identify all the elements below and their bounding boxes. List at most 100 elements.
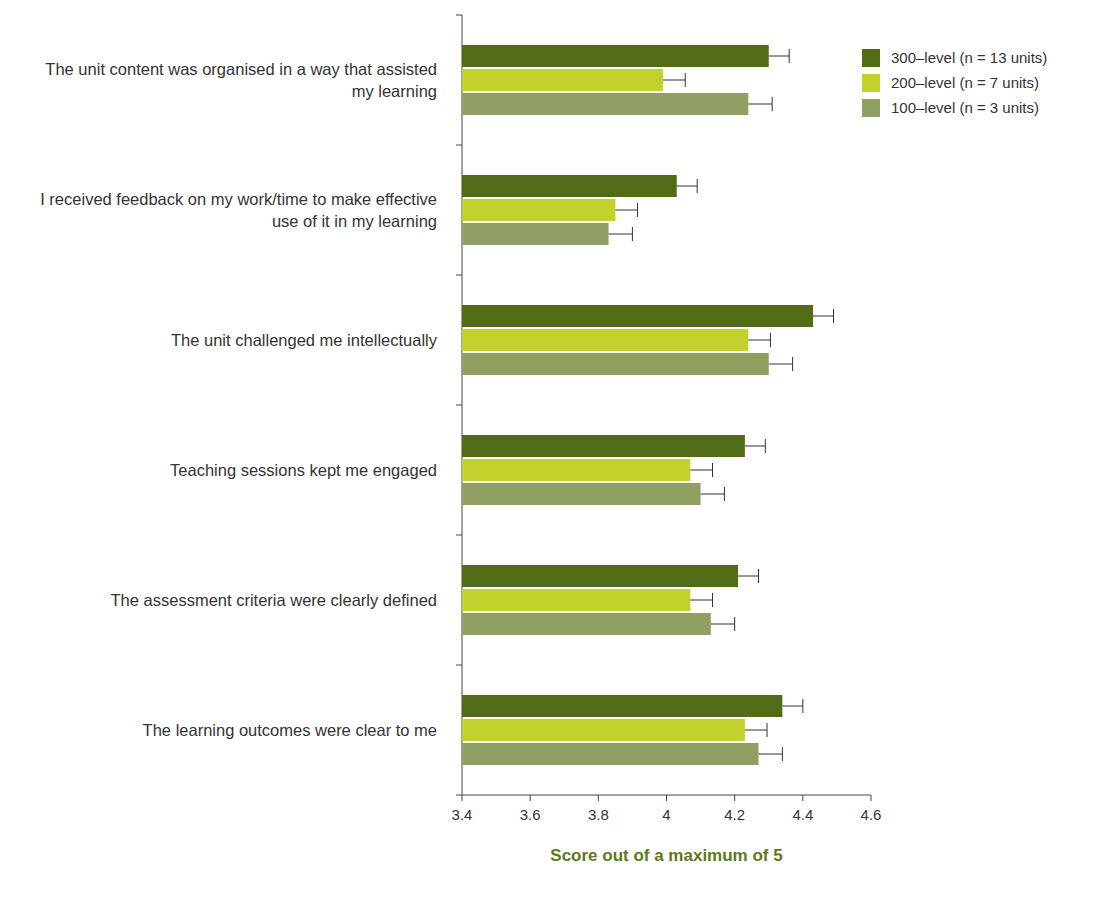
category-label-line: The learning outcomes were clear to me: [143, 721, 437, 739]
error-cap: [770, 333, 771, 347]
error-bar: [701, 487, 725, 501]
error-cap: [637, 203, 638, 217]
error-cap: [724, 487, 725, 501]
error-cap: [772, 97, 773, 111]
x-tick: [802, 795, 803, 801]
bar: [462, 613, 711, 635]
chart: 3.4 3.6 3.8 4 4.2 4.4 4.6 Score out of a maximu…: [0, 0, 1116, 900]
x-tick-label: 3.6: [520, 806, 541, 823]
error-bar: [711, 617, 735, 631]
category-label: I received feedback on my work/time to m…: [40, 190, 437, 230]
error-line: [609, 234, 633, 235]
bar: [462, 45, 769, 67]
error-cap: [833, 309, 834, 323]
error-line: [745, 730, 767, 731]
legend-label: 300–level (n = 13 units): [891, 49, 1047, 66]
bar: [462, 93, 748, 115]
bar: [462, 719, 745, 741]
error-bar: [748, 333, 770, 347]
x-tick-label: 4.2: [724, 806, 745, 823]
error-line: [615, 210, 637, 211]
bar: [462, 353, 769, 375]
bar: [462, 695, 782, 717]
bar: [462, 565, 738, 587]
x-tick: [871, 795, 872, 801]
error-line: [769, 56, 789, 57]
category-separator: [456, 405, 462, 406]
error-bar: [813, 309, 833, 323]
error-line: [677, 186, 697, 187]
category-label-line: The unit content was organised in a way …: [45, 60, 437, 78]
error-bar: [769, 357, 793, 371]
error-cap: [782, 747, 783, 761]
error-bar: [677, 179, 697, 193]
bar: [462, 329, 748, 351]
error-cap: [632, 227, 633, 241]
category-separator: [456, 665, 462, 666]
x-tick-label: 3.4: [452, 806, 473, 823]
x-tick: [666, 795, 667, 801]
bar: [462, 69, 663, 91]
category-separator: [456, 145, 462, 146]
legend-label: 200–level (n = 7 units): [891, 74, 1039, 91]
category-separator: [456, 15, 462, 16]
x-tick-label: 4.4: [792, 806, 813, 823]
category-label: The unit challenged me intellectually: [171, 331, 438, 349]
bar: [462, 305, 813, 327]
bar: [462, 199, 615, 221]
error-line: [690, 470, 712, 471]
category-label: The unit content was organised in a way …: [45, 60, 437, 100]
x-tick: [462, 795, 463, 801]
error-line: [769, 364, 793, 365]
category-label-line: The unit challenged me intellectually: [171, 331, 438, 349]
error-line: [748, 340, 770, 341]
x-tick-label: 4: [662, 806, 670, 823]
category-label-line: use of it in my learning: [272, 212, 437, 230]
error-cap: [767, 723, 768, 737]
error-cap: [685, 73, 686, 87]
error-line: [759, 754, 783, 755]
error-bar: [615, 203, 637, 217]
category-label-line: Teaching sessions kept me engaged: [170, 461, 437, 479]
legend-swatch: [862, 74, 880, 92]
category-label-line: I received feedback on my work/time to m…: [40, 190, 437, 208]
category-separator: [456, 795, 462, 796]
error-bar: [690, 463, 712, 477]
error-cap: [802, 699, 803, 713]
bar: [462, 175, 677, 197]
x-tick-label: 3.8: [588, 806, 609, 823]
bar: [462, 223, 609, 245]
x-tick: [530, 795, 531, 801]
x-tick: [598, 795, 599, 801]
error-bar: [745, 723, 767, 737]
error-bar: [748, 97, 772, 111]
error-bar: [769, 49, 789, 63]
error-cap: [697, 179, 698, 193]
bar: [462, 483, 701, 505]
category-label: Teaching sessions kept me engaged: [170, 461, 437, 479]
legend-label: 100–level (n = 3 units): [891, 99, 1039, 116]
error-line: [711, 624, 735, 625]
bars: [462, 45, 834, 765]
x-axis-title: Score out of a maximum of 5: [550, 846, 782, 865]
category-label-line: my learning: [352, 82, 437, 100]
error-cap: [712, 463, 713, 477]
error-bar: [759, 747, 783, 761]
bar: [462, 459, 690, 481]
category-label-line: The assessment criteria were clearly def…: [111, 591, 437, 609]
error-line: [745, 446, 765, 447]
error-bar: [663, 73, 685, 87]
category-separator: [456, 535, 462, 536]
bar: [462, 743, 759, 765]
legend-swatch: [862, 99, 880, 117]
category-separator: [456, 275, 462, 276]
x-tick-label: 4.6: [861, 806, 882, 823]
error-bar: [745, 439, 765, 453]
error-line: [782, 706, 802, 707]
error-line: [748, 104, 772, 105]
legend-swatch: [862, 49, 880, 67]
error-cap: [765, 439, 766, 453]
error-bar: [782, 699, 802, 713]
bar: [462, 435, 745, 457]
error-bar: [609, 227, 633, 241]
